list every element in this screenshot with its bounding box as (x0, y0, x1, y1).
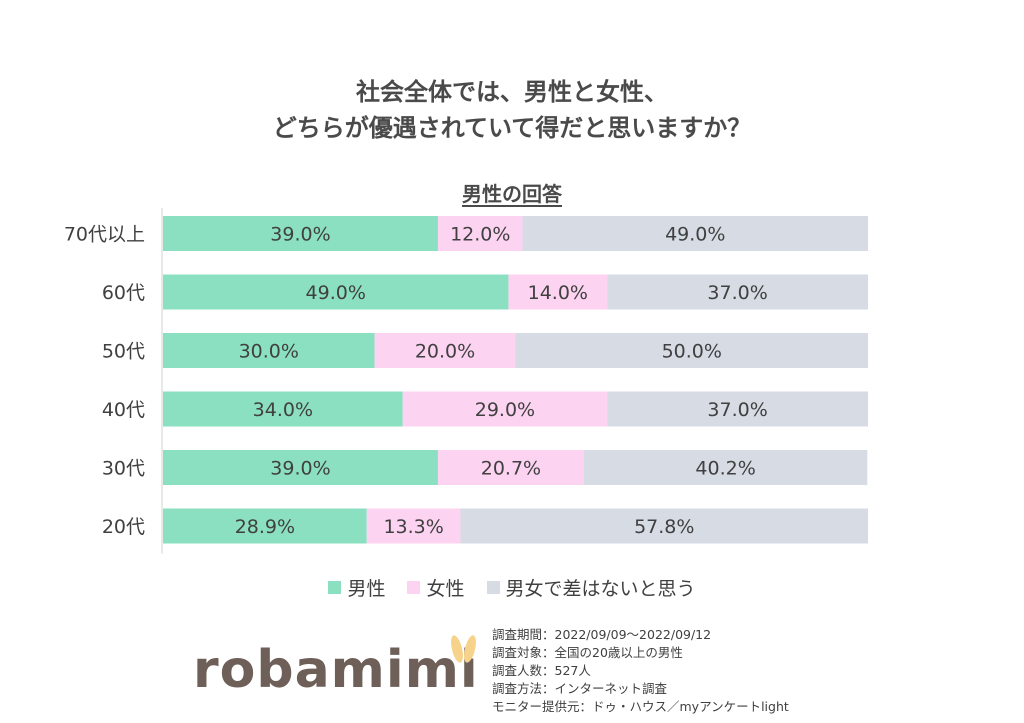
survey-target: 調査対象：全国の20歳以上の男性 (492, 645, 683, 660)
category-label: 30代 (102, 458, 145, 480)
chart-title: 社会全体では、男性と女性、 どちらが優遇されていて得だと思いますか？ (0, 74, 1024, 146)
bar-segment-female (366, 508, 461, 544)
bar-segment-equal (607, 274, 868, 310)
bar-segment-male (163, 508, 367, 544)
legend: 男性 女性 男女で差はないと思う (0, 574, 1024, 601)
survey-method: 調査方法：インターネット調査 (492, 681, 668, 696)
data-label-equal: 57.8% (634, 516, 694, 538)
bar-segment-equal (522, 216, 868, 251)
bar-segment-female (374, 333, 516, 368)
data-label-female: 29.0% (475, 399, 535, 421)
category-label: 50代 (102, 341, 145, 363)
bar-segment-equal (583, 450, 868, 485)
bar-segment-female (508, 274, 608, 310)
category-label: 20代 (102, 516, 145, 538)
data-label-male: 30.0% (239, 341, 299, 363)
bar-segment-equal (515, 333, 868, 368)
chart-title-line-2: どちらが優遇されていて得だと思いますか？ (272, 114, 752, 142)
data-label-equal: 37.0% (707, 282, 767, 304)
survey-info: 調査期間：2022/09/09～2022/09/12 調査対象：全国の20歳以上… (492, 626, 789, 716)
bar-segment-male (163, 274, 509, 310)
data-label-female: 20.0% (415, 341, 475, 363)
data-label-male: 49.0% (306, 282, 366, 304)
bar-segment-female (402, 391, 608, 427)
legend-item-female: 女性 (407, 574, 465, 601)
data-label-female: 20.7% (481, 458, 541, 480)
survey-period: 調査期間：2022/09/09～2022/09/12 (492, 627, 712, 642)
legend-label-equal: 男女で差はないと思う (505, 578, 696, 600)
survey-count: 調査人数：527人 (492, 663, 591, 678)
legend-label-male: 男性 (347, 578, 386, 600)
data-label-equal: 50.0% (662, 341, 722, 363)
data-label-male: 39.0% (270, 458, 330, 480)
data-label-equal: 49.0% (665, 224, 725, 246)
legend-swatch-equal (486, 581, 500, 594)
category-label: 40代 (102, 399, 145, 421)
survey-provider: モニター提供元：ドゥ・ハウス／myアンケートlight (492, 699, 789, 714)
legend-label-female: 女性 (426, 578, 465, 600)
data-label-female: 14.0% (528, 282, 588, 304)
legend-swatch-female (407, 581, 421, 594)
bar-segment-female (437, 216, 523, 251)
bar-segment-male (163, 391, 403, 427)
bar-segment-male (163, 450, 438, 485)
data-label-female: 12.0% (450, 224, 510, 246)
category-label: 70代以上 (64, 224, 145, 246)
data-label-male: 28.9% (235, 516, 295, 538)
data-label-equal: 37.0% (707, 399, 767, 421)
legend-item-male: 男性 (328, 574, 385, 601)
rabbit-ears-icon (451, 635, 476, 663)
legend-item-equal: 男女で差はないと思う (486, 574, 696, 601)
bar-segment-female (437, 450, 584, 485)
chart-subtitle: 男性の回答 (462, 182, 562, 206)
legend-swatch-male (328, 581, 342, 594)
robamimi-logo: robamimi (193, 640, 479, 700)
category-label: 60代 (102, 282, 145, 304)
chart-title-line-1: 社会全体では、男性と女性、 (356, 78, 668, 106)
bar-segment-equal (607, 391, 868, 427)
bar-segment-equal (460, 508, 868, 544)
data-label-female: 13.3% (383, 516, 443, 538)
data-label-male: 39.0% (270, 224, 330, 246)
bar-segment-male (163, 333, 375, 368)
data-label-equal: 40.2% (695, 458, 755, 480)
data-label-male: 34.0% (253, 399, 313, 421)
bar-segment-male (163, 216, 438, 251)
